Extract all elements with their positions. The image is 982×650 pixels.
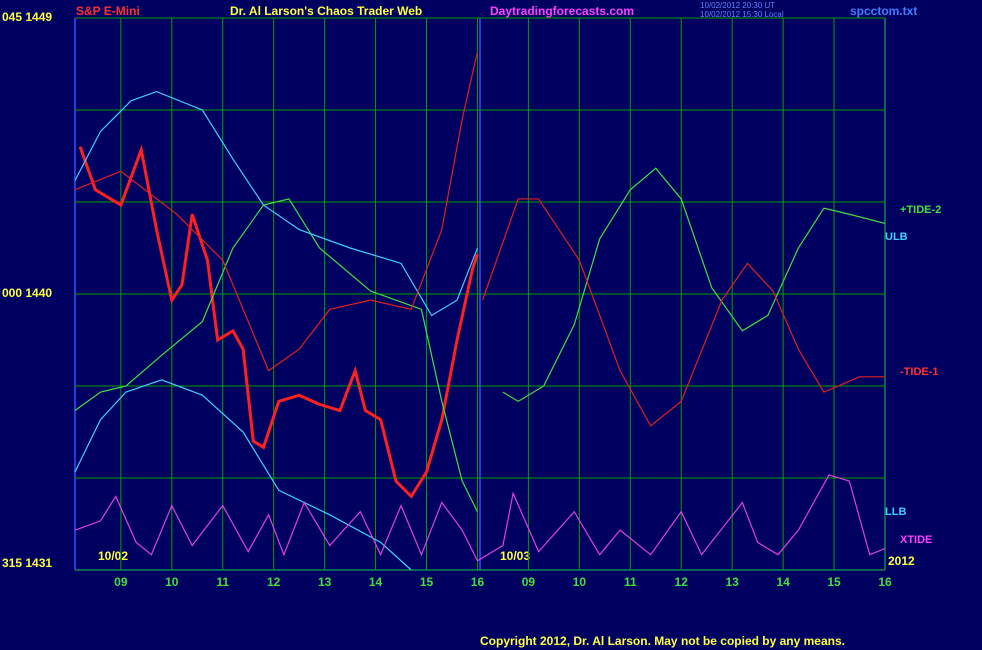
legend-label: +TIDE-2: [900, 204, 941, 216]
x-tick-label: 10: [165, 575, 179, 589]
x-tick-label: 11: [624, 575, 637, 589]
date-label: 10/03: [500, 549, 530, 563]
x-tick-label: 12: [267, 575, 281, 589]
y-tick-label: 000 1440: [2, 286, 52, 300]
x-tick-label: 16: [471, 575, 485, 589]
site: Daytradingforecasts.com: [490, 4, 634, 18]
series-line: [74, 379, 412, 571]
series-line: [74, 51, 479, 372]
x-tick-label: 13: [725, 575, 739, 589]
series-line: [78, 144, 479, 499]
y-tick-label: 045 1449: [2, 10, 52, 24]
series-line: [481, 198, 885, 427]
x-tick-label: 16: [878, 575, 892, 589]
copyright: Copyright 2012, Dr. Al Larson. May not b…: [480, 634, 845, 648]
legend-label: LLB: [885, 506, 906, 518]
legend-label: XTIDE: [900, 534, 932, 546]
legend-label: -TIDE-1: [900, 366, 939, 378]
x-tick-label: 09: [522, 575, 536, 589]
timestamp: 10/02/2012 20:30 UT: [700, 1, 775, 10]
legend-label: ULB: [885, 231, 908, 243]
x-tick-label: 14: [776, 575, 790, 589]
date-label: 2012: [888, 554, 915, 568]
y-tick-label: 315 1431: [2, 556, 52, 570]
series-line: [74, 90, 479, 317]
series-line: [74, 198, 478, 513]
chart-title: Dr. Al Larson's Chaos Trader Web: [230, 4, 422, 18]
series-line: [502, 167, 886, 403]
instrument: S&P E-Mini: [76, 4, 140, 18]
x-tick-label: 12: [675, 575, 689, 589]
x-tick-label: 14: [369, 575, 383, 589]
x-tick-label: 09: [114, 575, 128, 589]
x-tick-label: 10: [573, 575, 587, 589]
file-name: spcctom.txt: [850, 4, 917, 18]
x-tick-label: 15: [420, 575, 434, 589]
date-label: 10/02: [98, 549, 128, 563]
x-tick-label: 11: [216, 575, 229, 589]
x-tick-label: 13: [318, 575, 332, 589]
x-tick-label: 15: [827, 575, 841, 589]
series-line: [74, 474, 886, 562]
timestamp: 10/02/2012 15:30 Local: [700, 10, 784, 19]
